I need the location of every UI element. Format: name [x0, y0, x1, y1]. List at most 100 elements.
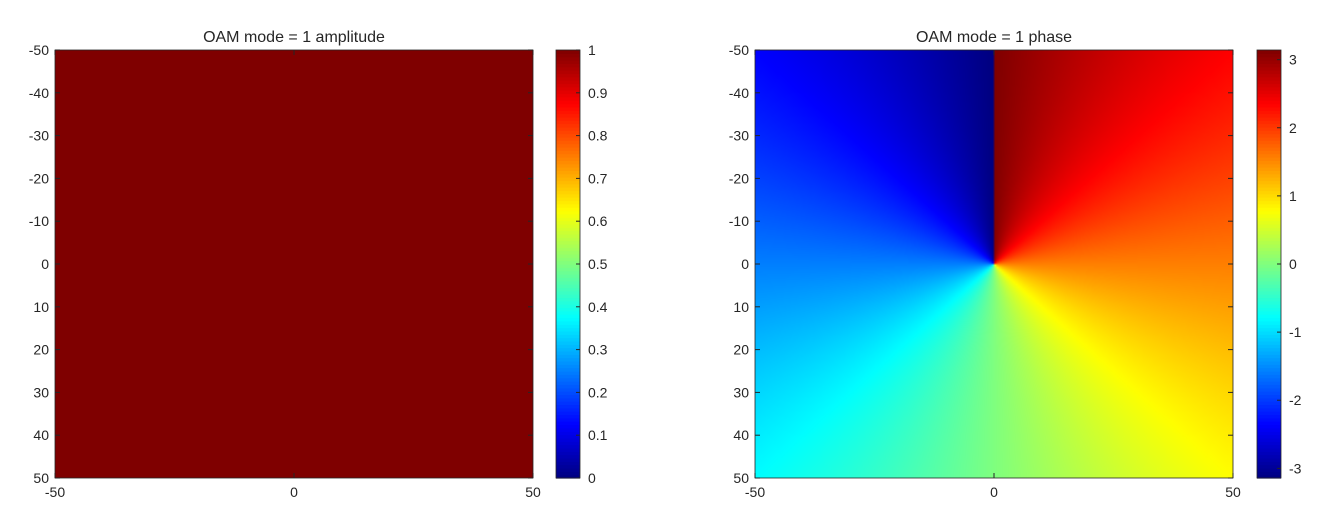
colorbar-segment — [1257, 394, 1281, 399]
colorbar-segment — [556, 253, 580, 258]
colorbar: -3 -2 -1 0 1 2 3 — [1256, 49, 1302, 479]
colorbar-segment — [556, 340, 580, 345]
colorbar-segment — [1257, 314, 1281, 319]
colorbar-segment — [556, 394, 580, 399]
colorbar-segment — [556, 274, 580, 278]
colorbar-segment — [556, 307, 580, 312]
y-tick-label: -50 — [29, 42, 49, 58]
y-tick-label: -30 — [29, 128, 49, 144]
colorbar-segment — [556, 53, 580, 58]
colorbar-segment — [556, 404, 580, 409]
colorbar-segment — [556, 277, 580, 282]
colorbar-segment — [556, 300, 580, 305]
colorbar-segment — [556, 140, 580, 145]
colorbar-segment — [556, 233, 580, 238]
colorbar-segment — [1257, 421, 1281, 426]
y-tick-label: 0 — [741, 256, 749, 272]
y-tick-label: -10 — [729, 213, 749, 229]
colorbar-segment — [556, 344, 580, 349]
colorbar-segment — [556, 360, 580, 365]
colorbar-segment — [1257, 304, 1281, 309]
colorbar-tick-label: -3 — [1289, 460, 1302, 476]
colorbar-segment — [1257, 207, 1281, 212]
y-tick-label: -50 — [729, 42, 749, 58]
colorbar-segment — [556, 73, 580, 78]
colorbar-segment — [1257, 374, 1281, 379]
colorbar-segment — [1257, 277, 1281, 282]
colorbar-tick-label: 0 — [588, 470, 596, 486]
colorbar-segment — [1257, 53, 1281, 58]
colorbar-segment — [1257, 467, 1281, 472]
colorbar-segment — [556, 86, 580, 91]
colorbar-segment — [1257, 50, 1281, 54]
colorbar-segment — [556, 187, 580, 192]
colorbar-segment — [556, 203, 580, 208]
colorbar-segment — [1257, 354, 1281, 359]
colorbar-segment — [1257, 287, 1281, 292]
colorbar-segment — [556, 120, 580, 125]
colorbar-segment — [556, 160, 580, 165]
colorbar-segment — [1257, 284, 1281, 289]
colorbar-segment — [556, 230, 580, 235]
y-tick-label: -10 — [29, 213, 49, 229]
x-tick-label: 0 — [290, 484, 298, 500]
colorbar-segment — [556, 377, 580, 382]
colorbar-segment — [1257, 140, 1281, 145]
y-tick-label: -30 — [729, 128, 749, 144]
colorbar-tick-label: -1 — [1289, 324, 1302, 340]
colorbar-tick-label: 0.3 — [588, 342, 608, 358]
colorbar-segment — [556, 421, 580, 426]
colorbar-segment — [1257, 233, 1281, 238]
colorbar-segment — [1257, 391, 1281, 396]
colorbar-segment — [1257, 80, 1281, 85]
colorbar-segment — [1257, 360, 1281, 365]
colorbar-segment — [556, 267, 580, 272]
colorbar-segment — [556, 157, 580, 161]
colorbar-tick-label: 0.9 — [588, 85, 608, 101]
colorbar-segment — [1257, 334, 1281, 339]
colorbar-segment — [556, 397, 580, 402]
colorbar-segment — [1257, 297, 1281, 302]
y-tick-label: 40 — [733, 427, 749, 443]
colorbar-segment — [556, 237, 580, 242]
heatmap-image — [55, 50, 533, 478]
colorbar-segment — [1257, 274, 1281, 278]
colorbar-segment — [556, 180, 580, 185]
colorbar-segment — [1257, 464, 1281, 469]
colorbar-segment — [1257, 444, 1281, 449]
colorbar-segment — [556, 330, 580, 335]
colorbar-segment — [556, 354, 580, 359]
colorbar-segment — [1257, 213, 1281, 218]
colorbar-segment — [556, 66, 580, 71]
colorbar-segment — [556, 284, 580, 289]
colorbar-segment — [1257, 411, 1281, 416]
colorbar-segment — [556, 310, 580, 315]
y-tick-label: 20 — [33, 342, 49, 358]
colorbar-segment — [1257, 180, 1281, 185]
colorbar-segment — [556, 96, 580, 101]
colorbar-segment — [1257, 96, 1281, 101]
colorbar-segment — [556, 304, 580, 309]
colorbar-segment — [556, 150, 580, 155]
colorbar-segment — [556, 56, 580, 61]
colorbar-segment — [556, 337, 580, 342]
colorbar-segment — [556, 153, 580, 158]
colorbar-segment — [1257, 123, 1281, 128]
colorbar-segment — [1257, 223, 1281, 228]
y-tick-label: 50 — [733, 470, 749, 486]
colorbar-segment — [556, 170, 580, 175]
colorbar-tick-label: 1 — [588, 42, 596, 58]
colorbar-segment — [1257, 454, 1281, 459]
colorbar-segment — [556, 461, 580, 466]
colorbar-segment — [1257, 327, 1281, 332]
y-tick-label: 10 — [33, 299, 49, 315]
colorbar-segment — [556, 80, 580, 85]
colorbar-segment — [1257, 290, 1281, 295]
colorbar-segment — [556, 50, 580, 54]
colorbar-segment — [1257, 437, 1281, 442]
colorbar-segment — [556, 110, 580, 115]
colorbar-segment — [556, 143, 580, 148]
colorbar-segment — [1257, 220, 1281, 225]
colorbar-segment — [556, 347, 580, 352]
colorbar-segment — [1257, 153, 1281, 158]
